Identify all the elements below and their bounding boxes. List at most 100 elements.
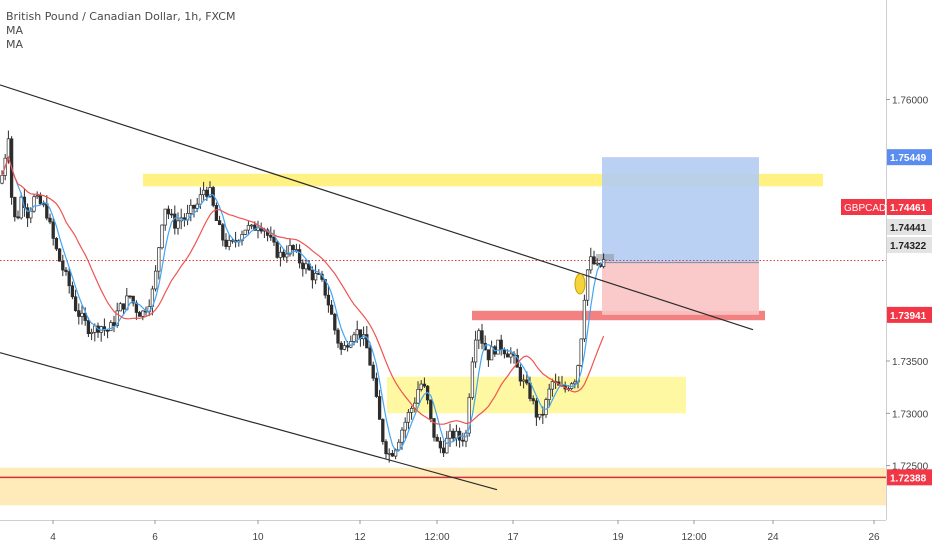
candle[interactable] [310,266,315,289]
candle[interactable] [339,341,343,355]
candle[interactable] [461,432,465,447]
candle[interactable] [224,233,228,250]
candle[interactable] [35,191,39,199]
candle[interactable] [272,229,276,246]
candle[interactable] [329,299,334,315]
trend-line-1[interactable] [0,352,498,491]
candle[interactable] [173,205,177,235]
candle[interactable] [80,304,84,325]
candle[interactable] [537,413,542,421]
candle[interactable] [13,196,17,222]
candle[interactable] [377,389,382,420]
candle[interactable] [477,328,481,349]
candle[interactable] [438,437,443,454]
candle[interactable] [201,181,206,202]
candle[interactable] [16,210,20,220]
candle[interactable] [230,238,235,244]
candle[interactable] [246,221,251,236]
candle[interactable] [326,285,331,313]
candle[interactable] [160,224,164,250]
candle[interactable] [509,347,513,364]
candle[interactable] [64,267,68,276]
target-box[interactable] [602,157,759,263]
candle[interactable] [336,327,340,349]
candle[interactable] [544,397,548,418]
candle[interactable] [163,208,167,231]
candle[interactable] [285,245,289,263]
candle[interactable] [118,302,123,312]
candle[interactable] [61,254,65,277]
candle[interactable] [217,215,222,226]
candle[interactable] [441,440,446,457]
candle[interactable] [89,328,94,341]
candle[interactable] [397,439,401,451]
candle[interactable] [333,312,337,335]
candle[interactable] [550,378,555,397]
candle[interactable] [390,450,395,457]
candle[interactable] [313,264,318,285]
ma-fast-line[interactable] [1,155,604,452]
candle[interactable] [419,380,423,392]
candle[interactable] [227,234,231,251]
candle[interactable] [86,317,91,338]
candle[interactable] [57,248,62,262]
candle[interactable] [278,246,283,267]
candle[interactable] [70,281,75,300]
candle[interactable] [518,364,523,386]
candle[interactable] [592,250,596,266]
candle[interactable] [281,248,286,261]
candle[interactable] [409,405,414,420]
candle[interactable] [374,372,379,398]
candle[interactable] [473,330,478,368]
breakout-marker[interactable] [574,273,586,295]
candle[interactable] [214,202,219,221]
candle[interactable] [54,237,59,252]
candle[interactable] [105,329,110,339]
candle[interactable] [435,434,439,442]
candle[interactable] [470,357,475,400]
candle[interactable] [589,247,593,274]
price-label-symbol[interactable]: 1.74461 GBPCAD [841,199,932,215]
candle[interactable] [221,222,225,247]
candle[interactable] [585,269,590,306]
price-label-red[interactable]: 1.72388 [887,469,932,486]
candle[interactable] [573,379,577,389]
candle[interactable] [25,203,30,227]
trend-line-0[interactable] [0,84,754,331]
price-label-grey[interactable]: 1.74322 [887,237,932,253]
candle[interactable] [448,423,452,447]
candle[interactable] [121,303,126,315]
candle[interactable] [291,244,295,257]
ma-slow-line[interactable] [1,155,605,425]
candle[interactable] [275,240,279,259]
candle[interactable] [368,342,372,366]
candle[interactable] [102,318,107,336]
candle[interactable] [416,381,420,405]
candle[interactable] [371,361,375,382]
candle[interactable] [51,218,55,246]
candle[interactable] [301,259,305,277]
candle[interactable] [579,338,583,368]
candle[interactable] [77,303,81,325]
candle[interactable] [582,294,587,343]
candle[interactable] [243,229,247,236]
ma-indicator-label-1[interactable]: MA [6,24,24,37]
price-label-blue[interactable]: 1.75449 [887,149,932,166]
candle[interactable] [403,417,407,439]
candle[interactable] [153,265,158,292]
candle[interactable] [192,204,196,218]
price-label-red[interactable]: 1.73941 [887,306,932,323]
candle[interactable] [304,258,308,274]
candle[interactable] [112,315,116,333]
candle[interactable] [67,267,71,294]
stop-band-zone[interactable] [472,310,765,321]
candle[interactable] [19,192,23,220]
price-label-grey[interactable]: 1.74441 [887,219,932,235]
candle[interactable] [297,244,302,269]
candle[interactable] [157,246,161,280]
candle[interactable] [249,224,254,230]
candle[interactable] [240,230,244,246]
candle[interactable] [141,310,145,321]
